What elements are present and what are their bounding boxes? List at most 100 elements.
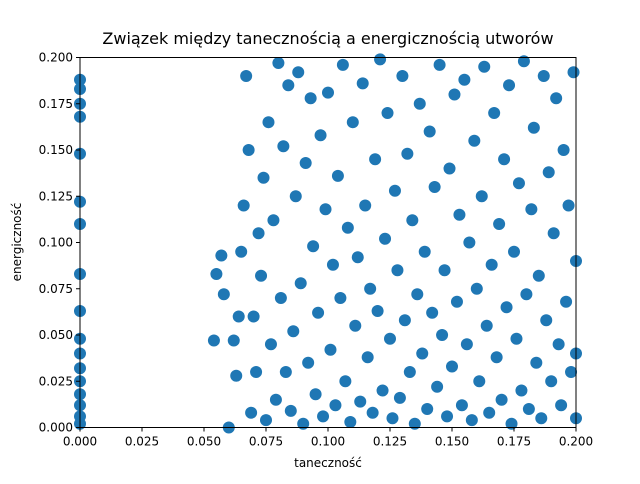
point — [393, 391, 406, 404]
point — [560, 295, 573, 308]
point — [542, 166, 555, 179]
point — [230, 369, 243, 382]
point — [215, 249, 228, 262]
point — [349, 319, 362, 332]
point — [525, 203, 538, 216]
point — [341, 221, 354, 234]
point — [522, 403, 535, 415]
point — [508, 245, 520, 258]
point — [217, 288, 230, 301]
point — [371, 304, 384, 317]
y-tick-label: 0.100 — [39, 236, 73, 250]
point — [406, 214, 419, 227]
point — [322, 86, 334, 99]
point — [324, 343, 337, 356]
point — [545, 375, 558, 388]
point — [207, 334, 220, 347]
point — [433, 58, 446, 71]
point — [498, 153, 511, 166]
point — [257, 171, 270, 184]
point — [336, 58, 349, 71]
x-axis-label: taneczność — [294, 456, 362, 470]
point — [376, 384, 389, 397]
point — [312, 306, 325, 319]
point — [408, 417, 421, 430]
point — [532, 269, 545, 282]
point — [287, 325, 300, 338]
point — [369, 153, 382, 166]
point — [547, 227, 560, 240]
point — [488, 107, 501, 119]
point — [292, 66, 305, 79]
y-tick-label: 0.050 — [39, 328, 73, 342]
point — [317, 410, 330, 423]
point — [485, 258, 498, 271]
point — [346, 116, 359, 129]
point — [475, 190, 488, 203]
point — [421, 403, 434, 415]
point — [468, 134, 481, 147]
point — [302, 356, 315, 369]
point — [512, 177, 525, 190]
point — [351, 251, 364, 264]
y-tick-label: 0.000 — [39, 421, 73, 435]
point — [555, 399, 568, 412]
point — [381, 107, 394, 119]
point — [423, 125, 436, 138]
point — [401, 147, 414, 160]
x-tick-label: 0.025 — [125, 435, 159, 449]
points — [74, 53, 582, 434]
point — [344, 415, 357, 428]
y-tick-label: 0.075 — [39, 282, 73, 296]
y-tick-label: 0.150 — [39, 143, 73, 157]
point — [267, 214, 280, 227]
x-tick-label: 0.175 — [497, 435, 531, 449]
point — [565, 366, 578, 378]
point — [354, 395, 367, 408]
point — [562, 199, 575, 212]
point — [411, 288, 424, 301]
point — [269, 393, 282, 406]
point — [500, 301, 513, 314]
point — [232, 310, 245, 323]
point — [319, 203, 332, 216]
point — [530, 356, 543, 369]
point — [453, 208, 466, 221]
point — [537, 70, 550, 82]
point — [465, 414, 478, 427]
point — [426, 306, 439, 319]
point — [237, 199, 250, 212]
point — [264, 338, 277, 351]
point — [240, 70, 253, 82]
point — [455, 399, 468, 412]
point — [329, 399, 342, 412]
point — [552, 338, 565, 351]
point — [448, 88, 461, 101]
point — [245, 406, 258, 419]
point — [438, 264, 451, 277]
point — [307, 240, 320, 253]
point — [277, 140, 290, 153]
point — [274, 292, 287, 304]
point — [284, 404, 297, 417]
point — [550, 92, 563, 105]
x-tick-label: 0.050 — [187, 435, 221, 449]
point — [235, 245, 248, 258]
y-tick-label: 0.200 — [39, 51, 73, 65]
point — [304, 92, 317, 105]
point — [480, 319, 493, 332]
point — [272, 57, 285, 70]
x-tick-label: 0.200 — [559, 435, 593, 449]
point — [413, 97, 426, 110]
point — [297, 417, 310, 430]
point — [391, 264, 404, 277]
point — [470, 282, 483, 295]
point — [227, 334, 240, 347]
point — [250, 366, 263, 378]
point — [517, 55, 530, 68]
y-tick-label: 0.025 — [39, 374, 73, 388]
point — [446, 360, 458, 373]
point — [428, 181, 441, 193]
